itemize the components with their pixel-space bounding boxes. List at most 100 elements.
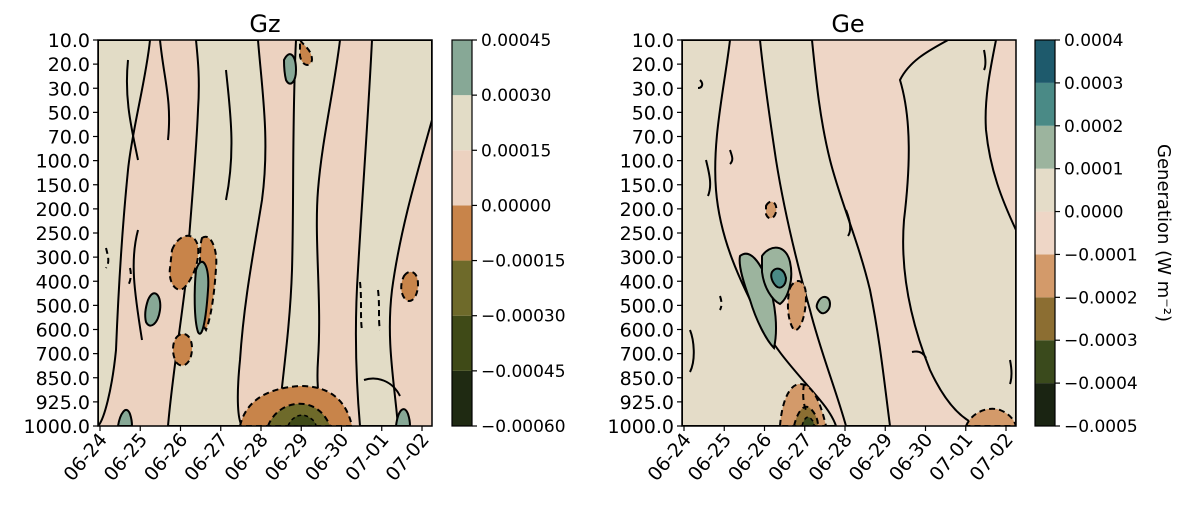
ge-colorbar-band bbox=[1035, 82, 1055, 126]
gz-title: Gz bbox=[249, 10, 280, 38]
ge-colorbar-band bbox=[1035, 297, 1055, 341]
gz-contour-line bbox=[125, 40, 401, 397]
gz-colorbar-tick-label: −0.00060 bbox=[481, 417, 566, 437]
gz-ytick-label: 500.0 bbox=[36, 295, 90, 317]
gz-ytick-label: 100.0 bbox=[36, 151, 90, 173]
gz-ytick-label: 400.0 bbox=[36, 271, 90, 293]
ge-colorbar-tick-label: 0.0002 bbox=[1064, 117, 1123, 137]
gz-colorbar-tick-label: 0.00030 bbox=[481, 86, 551, 106]
gz-ytick-label: 700.0 bbox=[36, 344, 90, 366]
ge-contour-line bbox=[719, 295, 807, 411]
ge-contour-field bbox=[682, 40, 1016, 426]
gz-colorbar-band bbox=[452, 150, 472, 206]
gz-y-ticks: 10.020.030.050.0 70.0100.0150.0200.0250.0… bbox=[24, 30, 98, 438]
ge-ytick-label: 850.0 bbox=[620, 368, 674, 390]
gz-patch-negative bbox=[400, 270, 420, 302]
gz-ytick-label: 250.0 bbox=[36, 223, 90, 245]
gz-contour-line bbox=[105, 247, 381, 331]
ge-colorbar-band bbox=[1035, 383, 1055, 426]
ge-colorbar-band bbox=[1035, 254, 1055, 298]
ge-colorbar-label: Generation (W m⁻²) bbox=[1153, 144, 1174, 322]
gz-colorbar-tick-label: 0.00045 bbox=[481, 31, 551, 51]
ge-ytick-label: 400.0 bbox=[620, 271, 674, 293]
gz-patch-negative bbox=[299, 40, 314, 66]
gz-xtick-label: 06-28 bbox=[220, 429, 272, 485]
ge-ytick-label: 20.0 bbox=[632, 54, 674, 76]
ge-ytick-label: 150.0 bbox=[620, 175, 674, 197]
ge-ytick-label: 1000.0 bbox=[608, 416, 674, 438]
ge-patch-negative bbox=[786, 280, 808, 332]
ge-patch-negative-strongest bbox=[801, 416, 815, 426]
gz-band-positive bbox=[166, 40, 267, 426]
gz-contour-field bbox=[98, 40, 432, 426]
ge-ytick-label: 250.0 bbox=[620, 223, 674, 245]
gz-ytick-label: 150.0 bbox=[36, 175, 90, 197]
gz-ytick-label: 850.0 bbox=[36, 368, 90, 390]
gz-ytick-label: 925.0 bbox=[36, 392, 90, 414]
gz-colorbar: −0.00060 −0.00045 −0.00030 −0.00015 0.00000 0… bbox=[451, 31, 566, 437]
ge-ytick-label: 30.0 bbox=[632, 78, 674, 100]
ge-xtick-label: 06-28 bbox=[804, 429, 856, 485]
gz-band-positive bbox=[98, 40, 152, 426]
gz-ytick-label: 300.0 bbox=[36, 247, 90, 269]
gz-patch-positive-strong bbox=[394, 408, 412, 426]
ge-ytick-label: 925.0 bbox=[620, 392, 674, 414]
gz-patch-positive-strong bbox=[282, 53, 298, 85]
ge-title: Ge bbox=[831, 10, 864, 38]
ge-xtick-label: 06-26 bbox=[724, 429, 776, 485]
ge-colorbar-tick-label: −0.0002 bbox=[1064, 288, 1138, 308]
ge-colorbar-frame bbox=[1034, 39, 1056, 427]
gz-colorbar-frame bbox=[451, 39, 473, 427]
gz-colorbar-band bbox=[452, 370, 472, 426]
ge-patch-negative bbox=[964, 407, 1016, 426]
ge-xtick-label: 06-29 bbox=[845, 429, 897, 485]
gz-patch-positive-strong bbox=[193, 261, 210, 335]
gz-colorbar-band bbox=[452, 95, 472, 151]
ge-colorbar-tick-label: 0.0001 bbox=[1064, 160, 1123, 180]
ge-ytick-label: 300.0 bbox=[620, 247, 674, 269]
ge-colorbar-band bbox=[1035, 168, 1055, 212]
ge-ytick-label: 700.0 bbox=[620, 344, 674, 366]
ge-colorbar-band bbox=[1035, 125, 1055, 169]
ge-ytick-label: 100.0 bbox=[620, 151, 674, 173]
gz-xtick-label: 07-01 bbox=[341, 429, 393, 485]
gz-ytick-label: 50.0 bbox=[48, 102, 90, 124]
gz-xtick-label: 06-25 bbox=[100, 429, 152, 485]
ge-patch-positive-strongest bbox=[770, 267, 788, 289]
ge-xtick-label: 07-01 bbox=[925, 429, 977, 485]
ge-colorbar-band bbox=[1035, 211, 1055, 255]
ge-ytick-label: 200.0 bbox=[620, 199, 674, 221]
gz-band-positive bbox=[354, 40, 432, 426]
ge-colorbar-tick-label: −0.0003 bbox=[1064, 331, 1138, 351]
gz-colorbar-tick-label: 0.00000 bbox=[481, 196, 551, 216]
gz-x-ticks: 06-2406-2506-2606-2706-2806-2906-3007-01… bbox=[59, 426, 434, 486]
ge-xtick-label: 06-27 bbox=[764, 429, 816, 485]
ge-ytick-label: 10.0 bbox=[632, 30, 674, 52]
ge-xtick-label: 06-30 bbox=[885, 429, 937, 485]
ge-colorbar-tick-label: −0.0005 bbox=[1064, 417, 1138, 437]
ge-x-ticks: 06-2406-2506-2606-2706-2806-2906-3007-01… bbox=[643, 426, 1018, 486]
gz-ytick-label: 20.0 bbox=[48, 54, 90, 76]
ge-ytick-label: 500.0 bbox=[620, 295, 674, 317]
gz-ytick-label: 30.0 bbox=[48, 78, 90, 100]
gz-ytick-label: 10.0 bbox=[48, 30, 90, 52]
ge-colorbar: −0.0005 −0.0004 −0.0003 −0.0002 −0.0001 0.000… bbox=[1034, 31, 1138, 437]
ge-colorbar-tick-label: 0.0004 bbox=[1064, 31, 1123, 51]
ge-patch-negative bbox=[765, 200, 778, 220]
ge-ytick-label: 50.0 bbox=[632, 102, 674, 124]
gz-ytick-label: 600.0 bbox=[36, 320, 90, 342]
gz-patch-negative bbox=[172, 332, 194, 367]
ge-contour-line bbox=[689, 49, 1013, 385]
gz-colorbar-tick-label: −0.00015 bbox=[481, 252, 566, 272]
ge-colorbar-band bbox=[1035, 340, 1055, 384]
gz-ytick-label: 200.0 bbox=[36, 199, 90, 221]
ge-ytick-label: 600.0 bbox=[620, 320, 674, 342]
gz-patch-positive-strong bbox=[116, 408, 134, 426]
ge-xtick-label: 07-02 bbox=[965, 429, 1017, 485]
ge-colorbar-tick-label: −0.0004 bbox=[1064, 374, 1138, 394]
gz-patch-negative bbox=[168, 235, 200, 291]
ge-colorbar-tick-label: 0.0000 bbox=[1064, 203, 1123, 223]
gz-xtick-label: 07-02 bbox=[381, 429, 433, 485]
gz-colorbar-tick-label: −0.00030 bbox=[481, 307, 566, 327]
